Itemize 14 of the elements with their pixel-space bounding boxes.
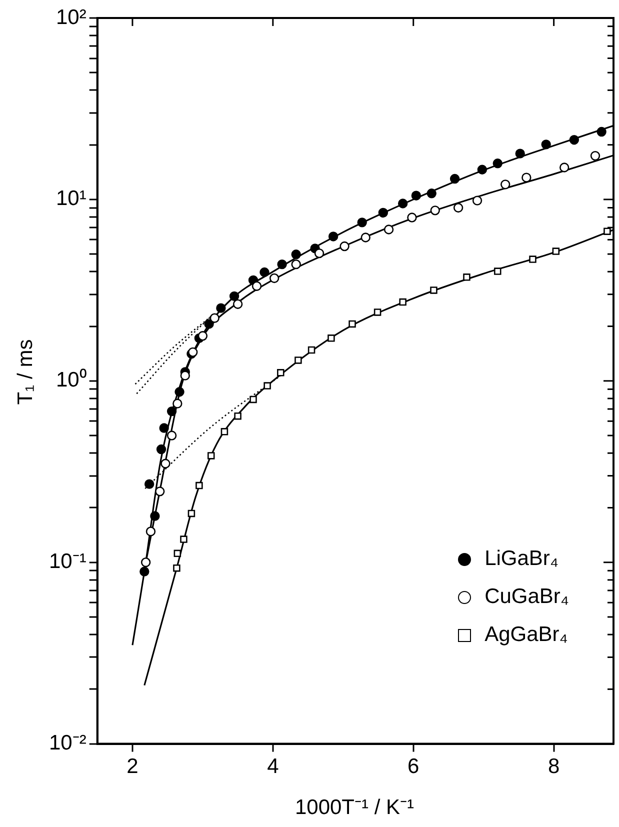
x-tick-label: 6	[408, 755, 420, 778]
x-tick-label: 8	[548, 755, 560, 778]
legend-label: CuGaBr₄	[484, 585, 569, 609]
y-tick-label: 10⁻¹	[48, 550, 86, 574]
y-tick-label: 10⁻²	[48, 732, 86, 755]
y-axis-title: T₁ / ms	[14, 338, 38, 407]
y-tick-label: 10⁰	[56, 368, 86, 392]
legend-label: LiGaBr₄	[484, 547, 558, 571]
legend-label: AgGaBr₄	[484, 623, 568, 647]
y-tick-label: 10²	[56, 6, 86, 29]
x-axis-title: 1000T⁻¹ / K⁻¹	[294, 795, 416, 820]
x-tick-label: 2	[126, 755, 138, 778]
y-tick-label: 10¹	[56, 187, 86, 210]
x-tick-label: 4	[267, 755, 280, 778]
